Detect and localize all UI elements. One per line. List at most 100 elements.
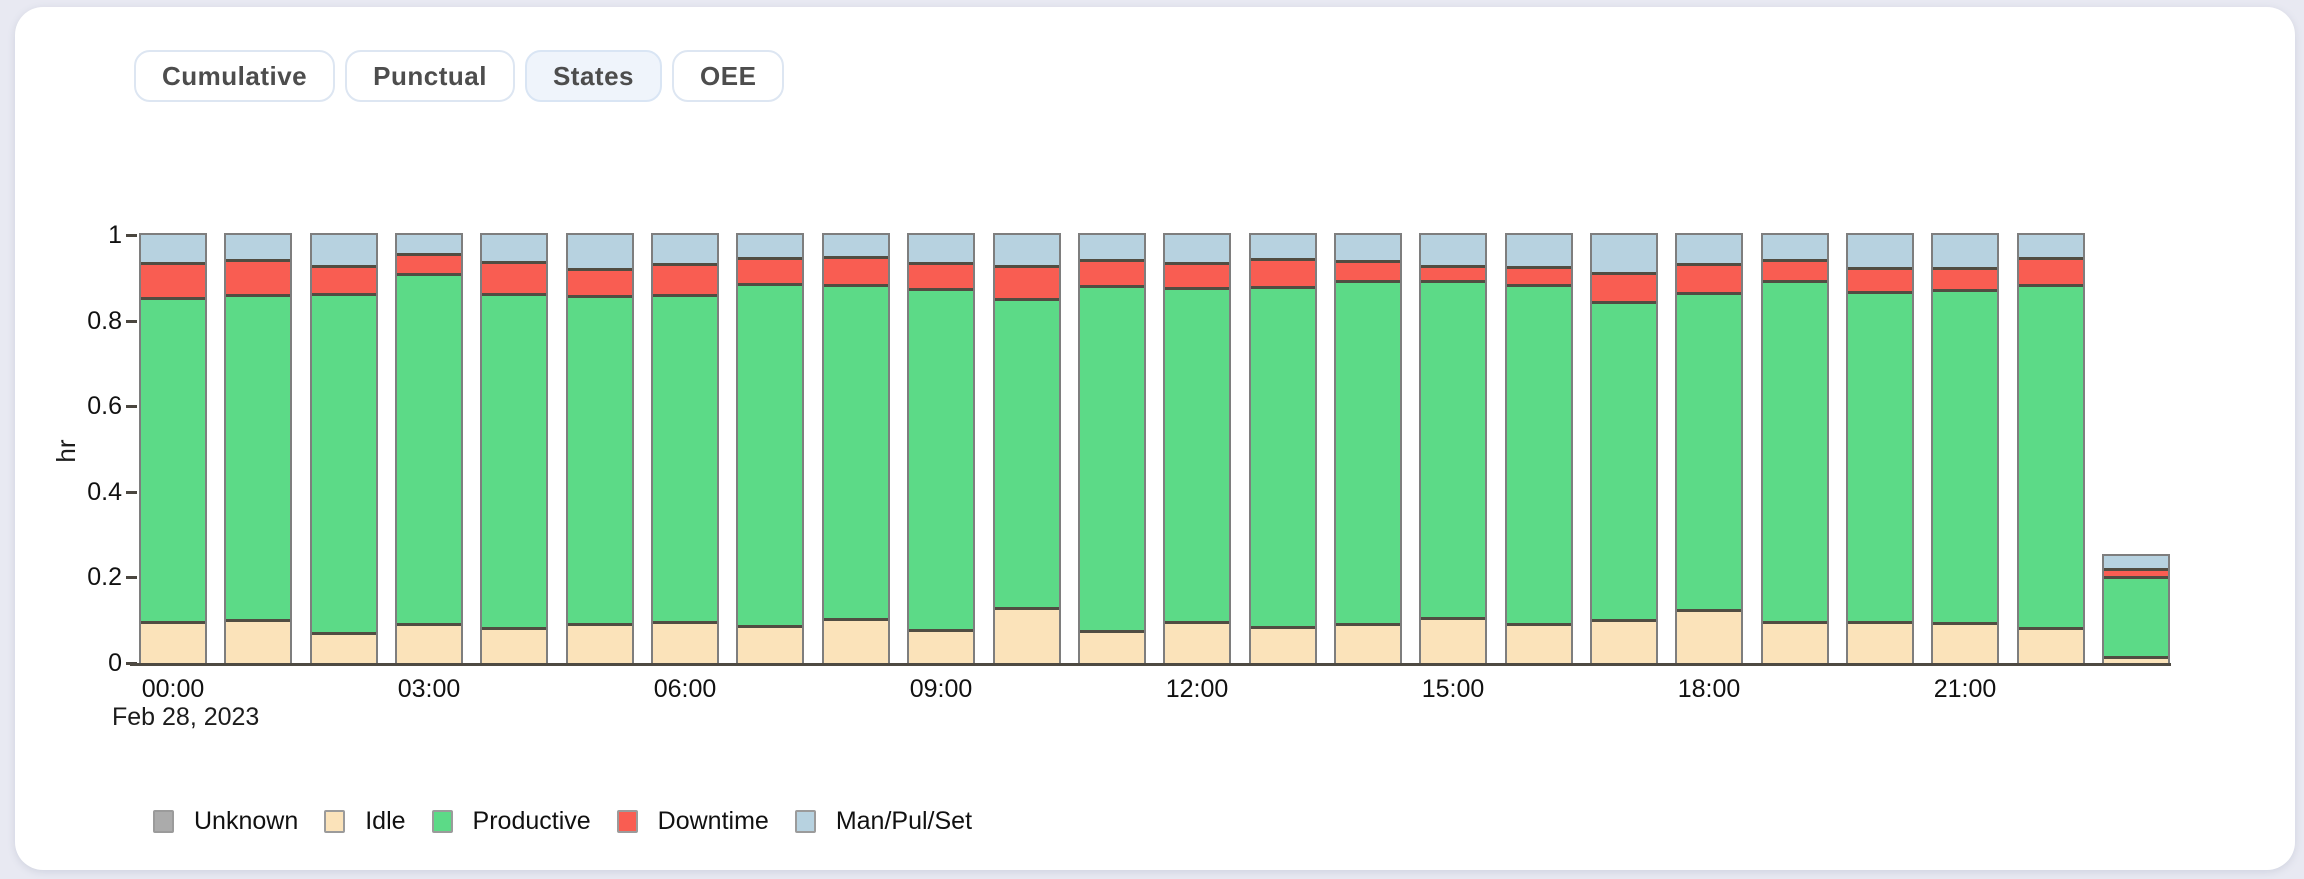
tab-oee-label: OEE [700, 60, 757, 91]
man-pul-set-segment [2104, 556, 2168, 568]
man-pul-set-segment [1336, 235, 1400, 261]
y-tick-mark [126, 234, 137, 237]
downtime-segment [1251, 257, 1315, 286]
man-pul-set-segment [995, 235, 1059, 265]
y-tick-label-1: 1 [108, 221, 122, 249]
idle-segment [312, 631, 376, 663]
idle-segment [1080, 630, 1144, 663]
bar-17:00 [1590, 233, 1658, 665]
x-axis-line [130, 663, 2171, 666]
bar-03:00 [395, 233, 463, 665]
bar-21:00 [1931, 233, 1999, 665]
man-pul-set-segment [909, 235, 973, 262]
x-tick-label-1200: 12:00 [1165, 675, 1229, 703]
idle-segment [1677, 609, 1741, 663]
downtime-legend-swatch [616, 809, 638, 833]
productive-legend-swatch [431, 809, 453, 833]
tab-punctual[interactable]: Punctual [345, 50, 515, 102]
man-pul-set-segment [1933, 235, 1997, 267]
idle-segment [1763, 620, 1827, 663]
x-tick-label-1800: 18:00 [1677, 675, 1741, 703]
tab-states-label: States [552, 60, 634, 91]
tab-cumulative[interactable]: Cumulative [134, 50, 336, 102]
downtime-segment [1080, 259, 1144, 286]
man-pul-set-segment [1251, 235, 1315, 258]
downtime-segment [312, 264, 376, 293]
man-pul-set-legend-swatch [794, 809, 816, 833]
man-pul-set-segment [1165, 235, 1229, 262]
y-tick-label-0: 0 [108, 649, 122, 677]
bar-07:00 [736, 233, 804, 665]
man-pul-set-segment [824, 235, 888, 256]
idle-segment [2104, 656, 2168, 663]
y-tick-mark [126, 576, 137, 580]
productive-segment [909, 287, 973, 630]
downtime-segment [1677, 263, 1741, 293]
man-pul-set-segment [397, 235, 461, 253]
man-pul-set-segment [1421, 235, 1485, 265]
downtime-segment [1507, 265, 1571, 285]
tab-states[interactable]: States [524, 50, 662, 102]
y-tick-label-0.2: 0.2 [87, 563, 122, 592]
productive-segment [1165, 286, 1229, 621]
idle-segment [397, 623, 461, 663]
legend-item-downtime[interactable]: Downtime [616, 806, 769, 836]
x-tick-label-0600: 06:00 [653, 675, 717, 703]
downtime-segment [568, 268, 632, 295]
idle-segment [568, 623, 632, 663]
downtime-segment [1933, 266, 1997, 289]
productive-segment [397, 272, 461, 624]
downtime-segment [1592, 271, 1656, 301]
downtime-segment [1421, 264, 1485, 280]
idle-segment [653, 620, 717, 663]
productive-segment [312, 292, 376, 632]
productive-segment [1336, 279, 1400, 624]
idle-segment [1421, 616, 1485, 663]
tab-oee[interactable]: OEE [672, 50, 785, 102]
bar-05:00 [566, 233, 634, 665]
productive-segment [824, 284, 888, 618]
legend-label-unknown: Unknown [194, 807, 299, 835]
productive-segment [482, 292, 546, 628]
productive-segment [738, 282, 802, 625]
bar-15:00 [1419, 233, 1487, 665]
idle-segment [995, 607, 1059, 663]
man-pul-set-segment [1592, 235, 1656, 272]
productive-segment [2104, 576, 2168, 657]
bar-09:00 [907, 233, 975, 665]
legend-item-productive[interactable]: Productive [431, 806, 591, 836]
productive-segment [141, 297, 205, 622]
man-pul-set-segment [2019, 235, 2083, 257]
y-tick-label-0.6: 0.6 [87, 392, 122, 421]
x-tick-label-0900: 09:00 [909, 675, 973, 703]
idle-segment [1848, 621, 1912, 663]
idle-segment [1933, 622, 1997, 663]
downtime-segment [824, 255, 888, 285]
legend-item-idle[interactable]: Idle [324, 806, 406, 836]
legend-item-unknown[interactable]: Unknown [153, 806, 298, 836]
downtime-segment [141, 261, 205, 298]
idle-segment [2019, 627, 2083, 663]
man-pul-set-segment [1848, 235, 1912, 267]
legend-item-man-pul-set[interactable]: Man/Pul/Set [794, 806, 973, 836]
bar-18:00 [1675, 233, 1743, 665]
tab-cumulative-label: Cumulative [162, 60, 308, 91]
chart-legend: Unknown Idle Productive Downtime Man/Pul/Set [153, 806, 972, 836]
idle-segment [1507, 623, 1571, 663]
downtime-segment [909, 261, 973, 288]
man-pul-set-segment [482, 235, 546, 262]
productive-segment [1507, 284, 1571, 624]
productive-segment [1848, 291, 1912, 622]
idle-segment [482, 627, 546, 663]
productive-segment [1592, 300, 1656, 620]
man-pul-set-segment [141, 235, 205, 262]
productive-segment [1080, 285, 1144, 631]
legend-label-man-pul-set: Man/Pul/Set [835, 807, 973, 835]
downtime-segment [226, 258, 290, 295]
idle-segment [226, 619, 290, 663]
productive-segment [1421, 279, 1485, 617]
man-pul-set-segment [653, 235, 717, 263]
bar-16:00 [1505, 233, 1573, 665]
bar-14:00 [1334, 233, 1402, 665]
